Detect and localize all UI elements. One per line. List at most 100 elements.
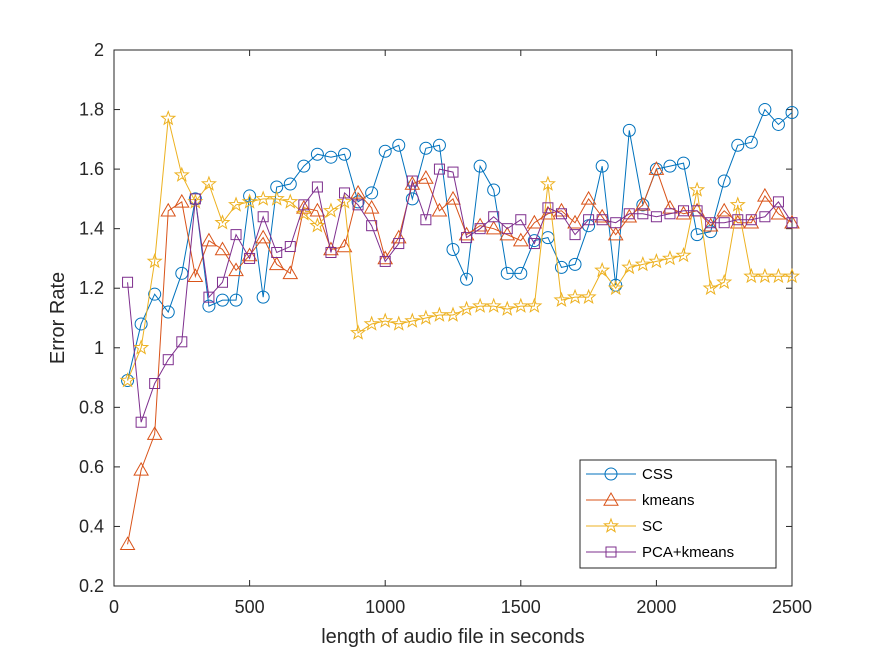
data-point-square [433,163,445,175]
data-point-triangle [282,265,299,280]
data-point-circle [351,195,365,209]
data-point-circle [554,260,568,274]
data-point-circle [256,290,270,304]
data-point-star [702,279,719,296]
data-point-square [664,208,676,220]
data-point-star [336,193,353,209]
data-point-triangle [445,190,461,205]
data-point-square [366,220,378,232]
data-point-square [732,214,744,226]
data-point-circle [487,183,501,197]
data-point-square [189,193,201,205]
data-point-star [566,288,584,304]
data-point-triangle [580,190,597,205]
data-point-square [542,202,554,214]
data-point-square [230,229,242,241]
data-point-circle [283,177,297,191]
data-point-circle [419,141,433,155]
data-point-star [255,190,272,206]
data-point-triangle [512,232,529,247]
data-point-star [539,175,556,191]
data-point-circle [622,123,636,137]
data-point-circle [500,266,514,280]
data-point-square [203,291,215,303]
series-pca-kmeans [122,163,798,428]
data-point-circle [365,186,379,200]
data-point-star [377,312,394,328]
y-tick-label: 1.6 [79,159,104,179]
data-point-circle [677,156,691,170]
legend-entry: PCA+kmeans [586,544,734,561]
x-tick-label: 500 [235,597,265,617]
data-point-square [745,214,757,226]
y-tick-label: 1.8 [79,100,104,120]
data-point-triangle [607,226,624,241]
y-tick-label: 1.4 [79,219,104,239]
x-tick-label: 1000 [365,597,405,617]
data-point-triangle [431,202,448,217]
data-point-circle [744,135,758,149]
data-point-circle [758,103,772,117]
series-layer [119,103,801,551]
data-point-square [135,416,147,428]
data-point-star [295,205,312,221]
data-point-circle [446,243,460,257]
legend-label: kmeans [642,492,695,509]
data-point-star [607,279,624,296]
data-point-star [214,214,231,230]
data-point-square [325,246,337,258]
data-point-triangle [567,214,583,229]
data-point-triangle [472,217,488,232]
data-point-square [610,217,622,229]
legend: CSS kmeans SC PCA+kmeans [579,459,777,569]
data-point-square [623,208,635,220]
data-point-triangle [743,214,760,229]
data-point-star [417,309,434,325]
data-point-square [555,208,567,220]
data-point-star [227,196,245,212]
data-point-triangle [603,491,619,506]
data-point-circle [392,138,406,152]
data-point-triangle [268,256,285,271]
data-point-triangle [634,196,651,211]
data-point-square [311,181,323,193]
x-tick-label: 0 [109,597,119,617]
data-point-star [404,312,421,328]
data-point-star [431,306,448,322]
x-tick-label: 2500 [772,597,812,617]
data-point-circle [473,159,487,173]
data-point-star [661,249,679,266]
y-tick-label: 0.8 [79,397,104,417]
data-point-triangle [187,268,204,283]
y-tick-label: 0.4 [79,516,104,536]
data-point-star [716,273,733,290]
data-point-star [363,315,380,331]
series-kmeans [119,161,800,551]
legend-label: PCA+kmeans [642,544,734,561]
data-point-star [743,267,760,284]
data-point-star [472,297,489,313]
data-point-star [146,252,163,269]
y-tick-label: 1.2 [79,278,104,298]
data-point-circle [663,159,677,173]
data-point-star [770,267,787,284]
data-point-circle [717,174,731,188]
data-point-square [162,354,174,366]
data-point-square [583,214,595,226]
data-point-triangle [675,205,692,220]
data-point-triangle [553,202,570,217]
data-point-star [729,196,746,212]
legend-label: CSS [642,466,673,483]
data-point-square [501,223,513,235]
data-point-triangle [770,205,787,220]
data-point-circle [324,150,338,164]
legend-entry: CSS [586,466,673,483]
data-point-square [149,378,161,390]
x-tick-label: 2000 [636,597,676,617]
data-point-circle [202,299,216,313]
data-point-star [594,261,611,278]
data-point-triangle [404,175,421,190]
y-tick-label: 0.2 [79,576,104,596]
data-point-circle [432,138,446,152]
data-point-triangle [458,226,475,241]
